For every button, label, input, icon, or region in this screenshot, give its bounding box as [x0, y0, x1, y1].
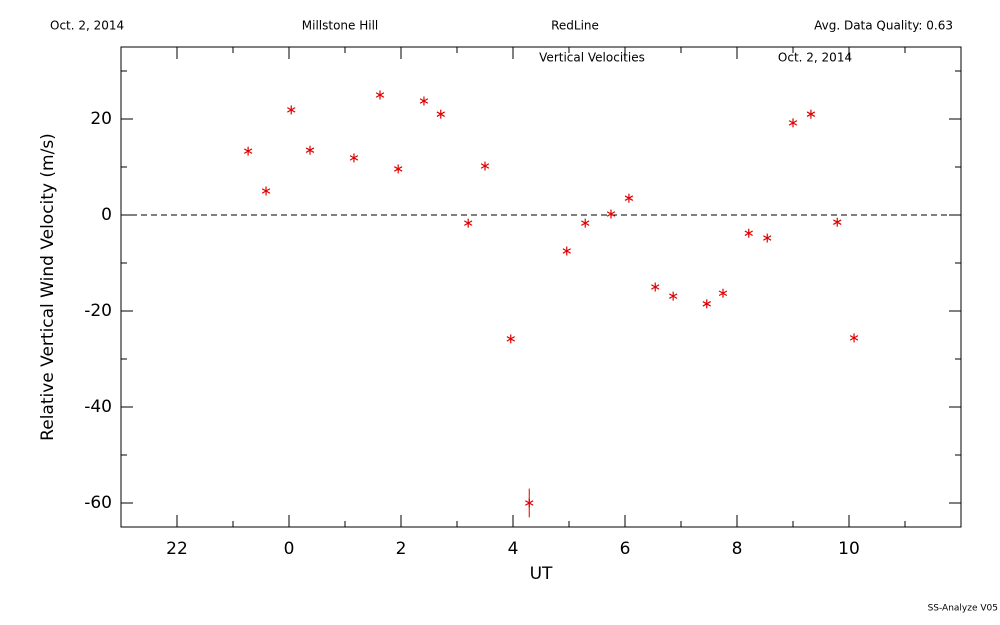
point-stroke: [849, 335, 859, 341]
point-stroke: [436, 111, 445, 117]
header-site: Millstone Hill: [302, 19, 378, 33]
point-stroke: [744, 230, 753, 237]
point: [744, 228, 753, 238]
point: [506, 334, 515, 344]
point-stroke: [763, 235, 772, 241]
point: [833, 217, 842, 227]
point: [763, 233, 772, 243]
chart-subtitle: Oct. 2, 2014: [778, 51, 852, 65]
point: [261, 186, 271, 196]
point-stroke: [349, 155, 359, 161]
point: [349, 153, 359, 163]
point: [436, 109, 445, 119]
point-stroke: [394, 166, 403, 172]
point-stroke: [464, 220, 473, 226]
x-tick-label: 8: [732, 539, 743, 559]
x-tick-label: 0: [284, 539, 295, 559]
point-stroke: [305, 147, 315, 153]
point: [305, 145, 315, 155]
point-stroke: [702, 301, 711, 307]
point: [375, 90, 385, 100]
point: [788, 118, 798, 128]
point: [243, 146, 253, 156]
y-tick-label: -60: [84, 493, 112, 513]
point-stroke: [788, 120, 798, 126]
point: [581, 218, 590, 228]
point: [651, 282, 660, 292]
point: [849, 333, 859, 343]
point-stroke: [287, 107, 296, 113]
point-stroke: [806, 111, 816, 117]
point: [668, 291, 678, 301]
y-axis-label: Relative Vertical Wind Velocity (m/s): [38, 133, 58, 441]
y-tick-label: 0: [101, 205, 112, 225]
point-stroke: [525, 500, 534, 506]
plot-frame: [120, 46, 962, 528]
y-tick-label: 20: [90, 109, 112, 129]
x-tick-label: 22: [166, 539, 188, 559]
header-filter: RedLine: [551, 19, 599, 33]
x-tick-label: 10: [838, 539, 860, 559]
point: [525, 498, 534, 508]
point: [480, 161, 490, 171]
point: [718, 288, 728, 298]
point-stroke: [606, 211, 616, 217]
point-stroke: [718, 290, 728, 297]
header-date: Oct. 2, 2014: [50, 19, 124, 33]
point: [624, 193, 634, 203]
point-stroke: [261, 188, 271, 194]
point: [606, 209, 616, 219]
point-stroke: [668, 293, 678, 299]
chart-title: Vertical Velocities: [539, 51, 645, 65]
x-tick-label: 6: [620, 539, 631, 559]
x-tick-label: 4: [508, 539, 519, 559]
y-tick-label: -20: [84, 301, 112, 321]
y-tick-label: -40: [84, 397, 112, 417]
point: [287, 105, 296, 115]
header-quality: Avg. Data Quality: 0.63: [814, 19, 953, 33]
point: [419, 96, 429, 106]
x-tick-label: 2: [396, 539, 407, 559]
point: [464, 218, 473, 228]
point-stroke: [243, 148, 253, 154]
point-stroke: [506, 336, 515, 342]
point-stroke: [562, 248, 571, 254]
footer: SS-Analyze V05: [928, 604, 998, 614]
point-stroke: [419, 98, 429, 104]
point-stroke: [581, 220, 590, 226]
point: [394, 164, 403, 174]
point-stroke: [833, 219, 842, 225]
point-stroke: [624, 195, 634, 201]
point-stroke: [651, 284, 660, 290]
point-stroke: [375, 92, 385, 98]
point: [562, 246, 571, 256]
point: [702, 299, 711, 309]
point: [806, 109, 816, 119]
point-stroke: [480, 163, 490, 169]
x-axis-label: UT: [530, 564, 553, 584]
